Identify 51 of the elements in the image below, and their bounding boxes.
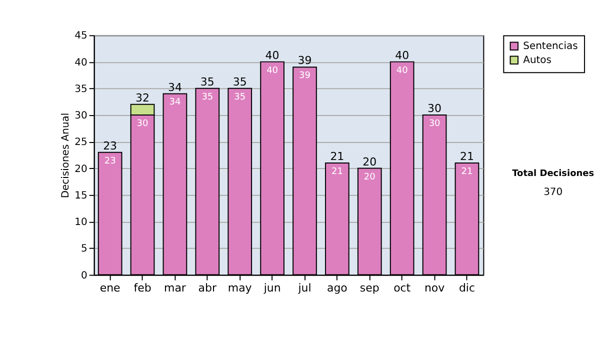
y-tick-label: 35	[74, 84, 88, 95]
total-label: 40	[265, 48, 280, 62]
y-axis-title: Decisiones Anual	[60, 112, 72, 198]
data-label: 40	[266, 66, 278, 76]
total-label: 21	[460, 150, 474, 163]
x-tick-label: abr	[198, 281, 217, 294]
text: Total Decisiones	[512, 168, 594, 179]
x-tick-label: may	[228, 281, 252, 294]
data-label: 35	[202, 92, 214, 102]
total-label: 20	[362, 155, 377, 168]
data-label: 40	[396, 66, 408, 76]
total-label: 39	[298, 54, 312, 68]
x-tick-label: jun	[262, 281, 281, 294]
x-tick-label: feb	[134, 281, 152, 294]
y-tick-label: 45	[74, 30, 88, 42]
total-label: 30	[428, 102, 442, 116]
total-label: 23	[103, 139, 118, 152]
x-tick-label: oct	[394, 281, 412, 294]
data-label: 23	[104, 156, 116, 166]
total-label: 40	[395, 48, 410, 62]
x-tick-label: sep	[360, 281, 380, 294]
total-label: 35	[232, 75, 247, 88]
data-label: 35	[234, 92, 246, 102]
total-label: 21	[330, 150, 344, 163]
y-tick-label: 25	[74, 137, 88, 148]
data-label: 21	[331, 166, 343, 177]
data-label: 39	[299, 71, 311, 82]
legend-label: Autos	[523, 55, 552, 66]
text: 370	[544, 186, 563, 198]
y-tick-label: 10	[74, 217, 88, 228]
data-label: 30	[136, 119, 149, 130]
x-tick-label: dic	[458, 281, 475, 294]
x-tick-label: ago	[326, 281, 348, 294]
total-label: 32	[136, 91, 150, 104]
y-tick-label: 20	[74, 164, 88, 175]
data-label: 21	[461, 166, 473, 177]
x-tick-label: nov	[424, 281, 446, 294]
total-label: 35	[200, 75, 214, 88]
data-label: 34	[169, 98, 181, 108]
x-tick-label: mar	[164, 281, 186, 294]
y-tick-label: 40	[74, 57, 88, 68]
y-tick-label: 15	[74, 190, 88, 202]
x-tick-label: ene	[100, 281, 121, 294]
y-tick-label: 30	[74, 110, 88, 122]
data-label: 30	[428, 119, 441, 130]
legend-label: Sentencias	[523, 41, 578, 52]
total-label: 34	[168, 80, 182, 94]
y-tick-label: 5	[81, 244, 88, 255]
y-tick-label: 0	[81, 270, 88, 282]
x-tick-label: jul	[297, 281, 312, 294]
data-label: 20	[364, 172, 376, 182]
